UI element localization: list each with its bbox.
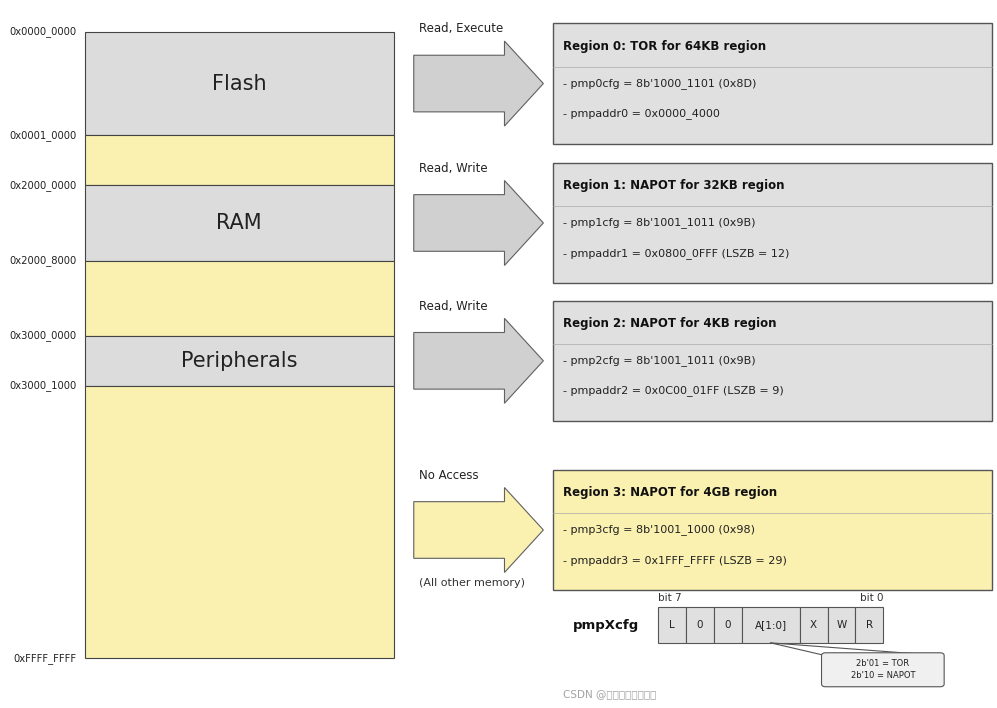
Text: 0x3000_1000: 0x3000_1000 (10, 380, 77, 392)
Bar (85, 32, 394, 135)
Text: Region 2: NAPOT for 4KB region: Region 2: NAPOT for 4KB region (563, 317, 777, 330)
Text: No Access: No Access (419, 469, 479, 482)
Bar (714, 607, 742, 643)
Text: - pmp3cfg = 8b'1001_1000 (0x98): - pmp3cfg = 8b'1001_1000 (0x98) (563, 525, 756, 535)
Text: 2b'01 = TOR
2b'10 = NAPOT: 2b'01 = TOR 2b'10 = NAPOT (850, 659, 915, 680)
Text: A[1:0]: A[1:0] (755, 620, 787, 630)
Text: - pmpaddr0 = 0x0000_4000: - pmpaddr0 = 0x0000_4000 (563, 108, 720, 119)
Bar (85, 261, 394, 336)
FancyBboxPatch shape (822, 653, 944, 687)
Bar (658, 607, 686, 643)
Text: X: X (810, 620, 818, 630)
Text: CSDN @正在起飞的蜕蜀子: CSDN @正在起飞的蜕蜀子 (563, 690, 657, 700)
Bar (85, 336, 394, 386)
Bar (553, 163, 992, 283)
Bar (800, 607, 828, 643)
Bar (85, 135, 394, 185)
Text: Region 1: NAPOT for 32KB region: Region 1: NAPOT for 32KB region (563, 179, 785, 192)
Text: Flash: Flash (212, 74, 266, 93)
Bar (553, 301, 992, 421)
Text: 0x0001_0000: 0x0001_0000 (10, 130, 77, 141)
Polygon shape (414, 488, 543, 573)
Bar (85, 185, 394, 261)
Polygon shape (414, 41, 543, 126)
Text: Peripherals: Peripherals (181, 351, 297, 371)
Text: 0x2000_8000: 0x2000_8000 (10, 255, 77, 266)
Text: Read, Write: Read, Write (419, 299, 488, 313)
Text: - pmp1cfg = 8b'1001_1011 (0x9B): - pmp1cfg = 8b'1001_1011 (0x9B) (563, 217, 756, 229)
Polygon shape (414, 181, 543, 266)
Text: Region 3: NAPOT for 4GB region: Region 3: NAPOT for 4GB region (563, 486, 778, 499)
Text: 0x2000_0000: 0x2000_0000 (10, 180, 77, 191)
Text: L: L (669, 620, 675, 630)
Text: (All other memory): (All other memory) (419, 578, 524, 588)
Bar (686, 607, 714, 643)
Text: - pmpaddr3 = 0x1FFF_FFFF (LSZB = 29): - pmpaddr3 = 0x1FFF_FFFF (LSZB = 29) (563, 554, 788, 566)
Text: 0x0000_0000: 0x0000_0000 (10, 26, 77, 38)
Text: R: R (865, 620, 873, 630)
Text: 0: 0 (725, 620, 731, 630)
Text: RAM: RAM (216, 213, 262, 233)
Polygon shape (414, 319, 543, 404)
Bar (855, 607, 883, 643)
Text: 0xFFFF_FFFF: 0xFFFF_FFFF (14, 653, 77, 664)
Bar (742, 607, 800, 643)
Text: bit 7: bit 7 (658, 593, 682, 603)
Text: 0: 0 (697, 620, 703, 630)
Bar (85, 386, 394, 658)
Bar (553, 23, 992, 144)
Bar (553, 470, 992, 590)
Text: bit 0: bit 0 (859, 593, 883, 603)
Text: - pmp0cfg = 8b'1000_1101 (0x8D): - pmp0cfg = 8b'1000_1101 (0x8D) (563, 78, 757, 89)
Bar (828, 607, 855, 643)
Text: pmpXcfg: pmpXcfg (573, 619, 639, 632)
Text: Read, Write: Read, Write (419, 162, 488, 175)
Text: Read, Execute: Read, Execute (419, 23, 503, 35)
Text: - pmpaddr1 = 0x0800_0FFF (LSZB = 12): - pmpaddr1 = 0x0800_0FFF (LSZB = 12) (563, 248, 790, 258)
Text: - pmp2cfg = 8b'1001_1011 (0x9B): - pmp2cfg = 8b'1001_1011 (0x9B) (563, 355, 756, 366)
Text: - pmpaddr2 = 0x0C00_01FF (LSZB = 9): - pmpaddr2 = 0x0C00_01FF (LSZB = 9) (563, 385, 784, 396)
Text: W: W (836, 620, 846, 630)
Text: 0x3000_0000: 0x3000_0000 (10, 331, 77, 341)
Text: Region 0: TOR for 64KB region: Region 0: TOR for 64KB region (563, 40, 767, 52)
